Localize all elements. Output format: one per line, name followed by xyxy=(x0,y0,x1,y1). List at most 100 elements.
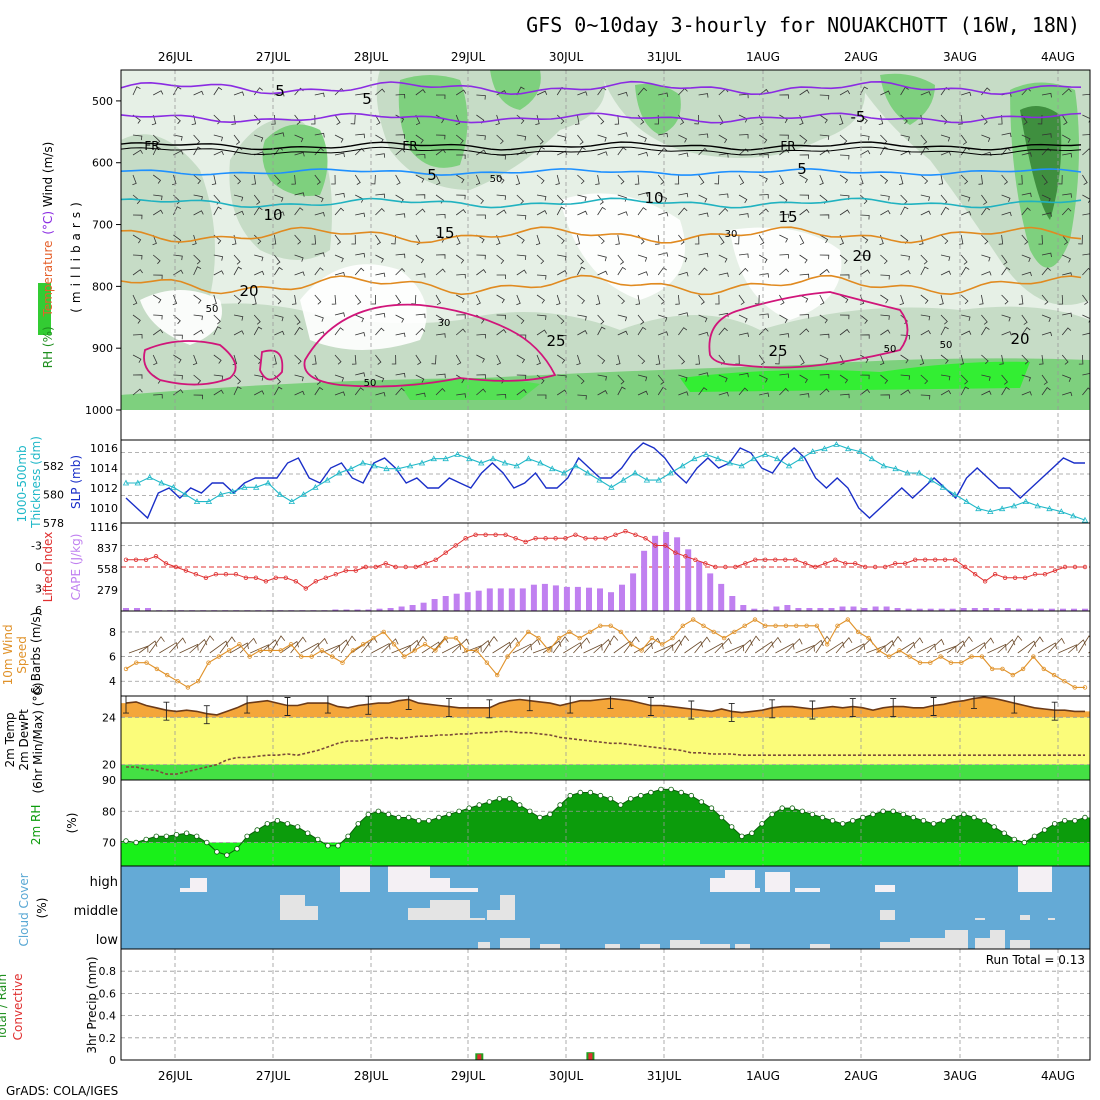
surface-barb xyxy=(179,643,199,654)
bottom-date-label: 1AUG xyxy=(746,1069,780,1083)
wind-barb xyxy=(173,389,184,396)
wind-barb xyxy=(193,146,202,156)
wind-barb xyxy=(1082,372,1090,376)
wind-barb xyxy=(132,269,143,276)
wind-barb xyxy=(939,294,944,305)
wind-barb xyxy=(516,134,527,141)
high-cloud-block xyxy=(190,878,207,892)
wind-barb xyxy=(476,294,481,306)
wind-barb xyxy=(658,194,668,203)
surface-barb xyxy=(997,638,1016,654)
li-point xyxy=(423,561,428,566)
rh2m-panel: 90 80 70 2m RH (%) xyxy=(29,774,1091,867)
surface-barb xyxy=(835,637,853,654)
thickness-point xyxy=(122,479,130,486)
li-point xyxy=(563,536,568,541)
wind-barb xyxy=(577,194,587,202)
wind-barb xyxy=(294,390,305,396)
wind-barb xyxy=(314,314,324,322)
thickness-point xyxy=(347,465,355,472)
wind-barb xyxy=(920,329,931,336)
minmax-errorbar xyxy=(809,700,816,720)
high-cloud-block xyxy=(1018,866,1052,892)
wind10m-label-line3: & Barbs (m/s) xyxy=(29,612,43,695)
wind-barb xyxy=(1001,211,1012,217)
li-point xyxy=(213,572,219,577)
wind-barb xyxy=(294,192,305,197)
wind-barb xyxy=(495,114,500,126)
wind-barb xyxy=(615,234,620,245)
surface-barb xyxy=(522,638,541,654)
temp-tick-label: 20 xyxy=(102,759,116,772)
wind-barb xyxy=(375,114,381,126)
speed-point xyxy=(876,648,881,653)
wind-barb xyxy=(233,134,241,145)
wind-barb xyxy=(698,252,709,258)
top-date-label: 3AUG xyxy=(943,50,977,64)
wind-barb xyxy=(1057,174,1063,185)
wind-barb xyxy=(698,331,709,337)
wind-barb xyxy=(637,326,647,336)
wind-barb xyxy=(152,209,164,216)
li-point xyxy=(923,557,928,562)
speed-point xyxy=(804,623,809,628)
speed-point xyxy=(309,654,314,659)
wind-barb xyxy=(698,314,708,323)
cloud-level-label: high xyxy=(90,875,118,890)
wind-barb xyxy=(375,88,386,96)
surface-barb xyxy=(189,638,208,654)
wind-barb xyxy=(556,206,566,216)
wind-barb xyxy=(375,234,381,245)
cape-bar xyxy=(1015,608,1022,611)
bottom-date-label: 27JUL xyxy=(256,1069,291,1083)
wind-barb xyxy=(799,154,809,159)
wind-barb xyxy=(233,330,245,336)
wind-barb xyxy=(779,254,789,259)
wind-barb xyxy=(435,194,444,204)
top-date-label: 1AUG xyxy=(746,50,780,64)
wind-barb xyxy=(799,374,808,384)
wind-barb xyxy=(577,294,585,304)
surface-barb xyxy=(845,643,866,654)
surface-barb xyxy=(482,635,498,654)
minmax-errorbar xyxy=(284,697,291,716)
thickness-point xyxy=(560,469,568,476)
rh-legend-swatch xyxy=(38,283,51,335)
wind-barb xyxy=(375,312,386,318)
wind-barb xyxy=(738,253,749,258)
low-cloud-block xyxy=(670,940,700,949)
wind-barb xyxy=(535,114,540,125)
wind-barb xyxy=(819,214,830,219)
speed-point xyxy=(175,679,180,684)
rh2m-point xyxy=(567,792,573,799)
li-point xyxy=(1042,572,1048,577)
speed-point xyxy=(825,642,830,647)
wind-barb xyxy=(476,354,485,363)
speed-point xyxy=(897,648,902,653)
wind-barb xyxy=(395,213,406,218)
surface-barb xyxy=(764,636,782,654)
wind-barb xyxy=(415,174,425,183)
cape-tick-label: 1116 xyxy=(90,521,118,534)
wind-barb xyxy=(557,150,568,156)
wind-barb xyxy=(395,314,405,323)
isotherm-label: 10 xyxy=(644,189,663,207)
wind-barb xyxy=(839,234,845,246)
rh2m-point xyxy=(385,811,392,818)
li-point xyxy=(1002,575,1008,580)
speed-point xyxy=(484,660,490,665)
cape-bar xyxy=(376,608,383,611)
wind-barb xyxy=(1021,234,1029,245)
wind-barb xyxy=(759,174,768,183)
thickness-point xyxy=(951,491,958,497)
wind-speed-line xyxy=(123,617,1088,690)
rh2m-point xyxy=(325,843,331,849)
li-point xyxy=(133,557,139,562)
thickness-point xyxy=(1010,502,1018,509)
cape-bar xyxy=(960,608,967,611)
rh2m-point xyxy=(355,821,361,827)
wind-barb xyxy=(617,254,625,265)
wind-barb xyxy=(799,134,808,144)
cape-bar xyxy=(453,593,460,611)
lifted-index-line xyxy=(123,529,1088,591)
